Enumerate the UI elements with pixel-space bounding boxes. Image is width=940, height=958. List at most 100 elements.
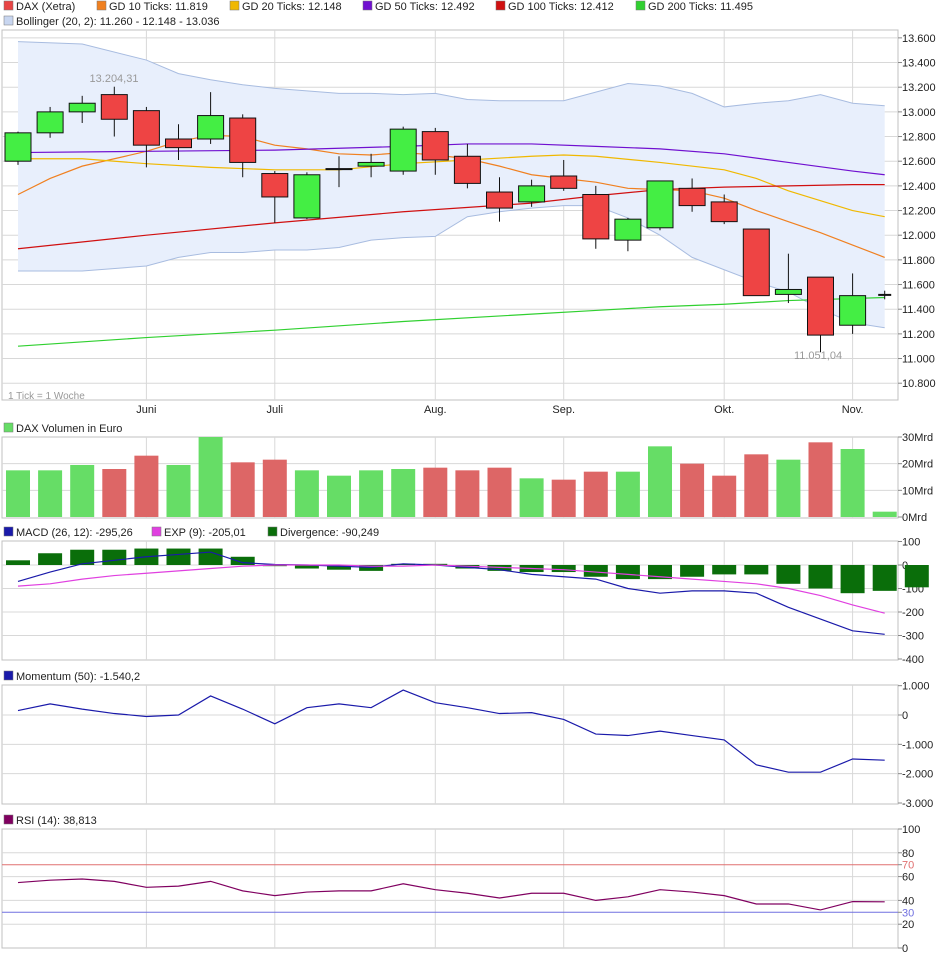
divergence-bar bbox=[840, 565, 865, 594]
legend-swatch-momentum bbox=[3, 670, 14, 681]
high-annotation: 13.204,31 bbox=[90, 73, 139, 85]
candle bbox=[229, 114, 257, 178]
candle bbox=[132, 106, 160, 168]
y-tick-label: 11.200 bbox=[902, 329, 935, 341]
volume-bar bbox=[70, 465, 95, 517]
legend-macd: MACD (26, 12): -295,26 bbox=[16, 527, 133, 539]
volume-legend: DAX Volumen in Euro bbox=[3, 422, 122, 435]
y-tick-label: -3.000 bbox=[902, 798, 933, 810]
candle bbox=[197, 92, 225, 144]
rsi-legend: RSI (14): 38,813 bbox=[3, 814, 97, 827]
y-tick-label: 13.600 bbox=[902, 33, 936, 45]
candle-body bbox=[4, 132, 32, 162]
volume-bar bbox=[487, 467, 512, 517]
ma-line-gd-10-ticks bbox=[17, 134, 885, 258]
candle bbox=[678, 178, 706, 212]
y-tick-label: 12.800 bbox=[902, 132, 936, 144]
y-tick-label: 11.800 bbox=[902, 255, 935, 267]
divergence-bar bbox=[583, 565, 608, 577]
y-tick-label: 11.000 bbox=[902, 354, 935, 366]
candle-body bbox=[261, 173, 289, 198]
momentum-line bbox=[17, 689, 885, 773]
y-tick-label: -200 bbox=[902, 607, 924, 619]
candle-body bbox=[807, 276, 834, 336]
volume-bar bbox=[648, 446, 672, 517]
y-tick-label: 12.200 bbox=[902, 206, 936, 218]
volume-bar bbox=[712, 475, 737, 517]
candle bbox=[261, 171, 289, 223]
legend-swatch-macd bbox=[3, 526, 14, 537]
candle-body bbox=[389, 128, 417, 172]
candle bbox=[389, 126, 417, 175]
divergence-bar bbox=[712, 565, 737, 575]
legend-swatch-volume bbox=[3, 422, 14, 433]
volume-bar bbox=[359, 470, 384, 517]
volume-bar bbox=[327, 475, 351, 517]
legend-dax: DAX (Xetra) bbox=[16, 1, 75, 13]
x-axis-label: Sep. bbox=[552, 404, 575, 416]
volume-bar bbox=[808, 442, 833, 517]
y-tick-label: 30 bbox=[902, 907, 914, 919]
volume-bar bbox=[615, 471, 640, 517]
y-tick-label: 100 bbox=[902, 537, 920, 549]
candle bbox=[742, 228, 770, 297]
divergence-bar bbox=[38, 553, 63, 565]
divergence-bar bbox=[904, 565, 929, 588]
candle-body bbox=[518, 185, 546, 203]
volume-bar bbox=[583, 471, 608, 517]
volume-bar bbox=[423, 467, 448, 517]
y-tick-label: 10.800 bbox=[902, 378, 936, 390]
legend-gd100: GD 100 Ticks: 12.412 bbox=[508, 1, 614, 13]
volume-bar bbox=[872, 511, 897, 517]
candle bbox=[486, 177, 513, 222]
main-legend: DAX (Xetra) GD 10 Ticks: 11.819 GD 20 Ti… bbox=[3, 0, 753, 28]
legend-gd50: GD 50 Ticks: 12.492 bbox=[375, 1, 475, 13]
candle bbox=[357, 153, 385, 178]
divergence-bar bbox=[102, 549, 127, 565]
y-tick-label: 20 bbox=[902, 919, 914, 931]
volume-bar bbox=[776, 459, 801, 517]
volume-bar bbox=[198, 437, 223, 517]
y-tick-label: -300 bbox=[902, 631, 924, 643]
candle bbox=[36, 106, 64, 138]
candle-body bbox=[774, 288, 802, 295]
candle-body bbox=[878, 293, 892, 296]
y-tick-label: 20Mrd bbox=[902, 459, 933, 471]
x-axis-label: Juni bbox=[136, 404, 156, 416]
panel-frame bbox=[1, 29, 899, 401]
candle bbox=[839, 273, 867, 334]
legend-swatch-gd10 bbox=[96, 0, 107, 11]
panel-frame bbox=[1, 540, 899, 661]
divergence-bar bbox=[294, 565, 319, 569]
y-tick-label: -400 bbox=[902, 654, 924, 666]
price-y-axis: 10.800 11.000 11.200 11.400 11.600 11.800 12.0… bbox=[898, 33, 936, 390]
x-axis-label: Okt. bbox=[714, 404, 734, 416]
volume-bar bbox=[134, 455, 159, 517]
x-axis-label: Juli bbox=[267, 404, 284, 416]
candle bbox=[518, 179, 546, 207]
volume-bar bbox=[391, 469, 416, 517]
volume-bar bbox=[744, 454, 769, 517]
volume-bar bbox=[455, 470, 480, 517]
legend-exp: EXP (9): -205,01 bbox=[164, 527, 246, 539]
bollinger-band bbox=[18, 41, 885, 328]
candle bbox=[614, 217, 642, 252]
candle-body bbox=[453, 155, 481, 184]
candle-body bbox=[100, 94, 128, 120]
divergence-bar bbox=[648, 565, 672, 580]
y-tick-label: -2.000 bbox=[902, 769, 933, 781]
candle-body bbox=[421, 131, 449, 161]
y-tick-label: 30Mrd bbox=[902, 432, 933, 444]
legend-swatch-gd20 bbox=[229, 0, 240, 11]
y-tick-label: 1.000 bbox=[902, 681, 930, 693]
panel-frame bbox=[1, 436, 899, 519]
divergence-bar bbox=[776, 565, 801, 584]
volume-bar bbox=[166, 465, 191, 517]
y-tick-label: 13.400 bbox=[902, 58, 936, 70]
candle bbox=[453, 143, 481, 189]
candle-body bbox=[614, 218, 642, 241]
y-tick-label: 12.000 bbox=[902, 230, 936, 242]
divergence-bar bbox=[6, 560, 30, 565]
